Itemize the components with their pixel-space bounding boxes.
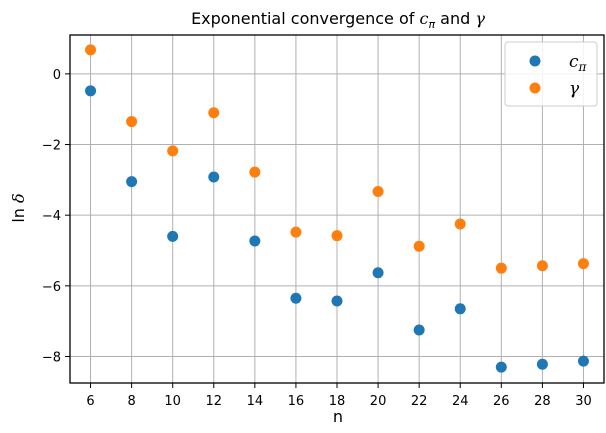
c-pi-data-point <box>208 171 220 183</box>
x-axis-label: n <box>333 407 343 426</box>
chart-title-symbol-c: c <box>419 9 428 28</box>
chart-title-subscript-pi: π <box>428 18 435 31</box>
chart-title-symbol-gamma: γ <box>475 9 485 28</box>
gamma-data-point <box>577 258 589 270</box>
legend-label-c-pi-subscript: π <box>578 60 588 74</box>
gamma-data-point <box>413 240 425 252</box>
x-tick-label: 20 <box>370 394 387 409</box>
legend-label-c-pi-symbol: c <box>569 52 579 72</box>
x-tick-label: 12 <box>205 394 222 409</box>
gamma-data-point <box>331 230 343 242</box>
gamma-data-point <box>249 166 261 178</box>
gamma-data-point <box>126 116 138 128</box>
legend-box <box>504 41 598 107</box>
legend-label-gamma: γ <box>569 79 580 99</box>
x-tick-label: 24 <box>452 394 469 409</box>
y-tick-label: −6 <box>42 280 61 295</box>
gamma-data-point <box>290 226 302 238</box>
gamma-data-point <box>495 262 507 274</box>
c-pi-data-point <box>495 361 507 373</box>
c-pi-data-point <box>249 235 261 247</box>
c-pi-data-point <box>372 267 384 279</box>
y-tick-label: −2 <box>42 139 61 154</box>
gamma-data-point <box>208 107 220 119</box>
y-tick-label: 0 <box>53 68 61 83</box>
y-axis-label-text: ln <box>9 203 28 223</box>
x-tick-label: 8 <box>127 394 135 409</box>
x-tick-label: 10 <box>164 394 181 409</box>
legend-marker-gamma <box>529 82 541 94</box>
legend-marker-c-pi <box>529 55 541 67</box>
x-tick-label: 14 <box>247 394 264 409</box>
chart-title: Exponential convergence of cπ and γ <box>191 9 485 31</box>
gamma-data-point <box>85 44 97 56</box>
x-tick-label: 30 <box>575 394 592 409</box>
y-tick-label: −4 <box>42 209 61 224</box>
x-tick-label: 28 <box>534 394 551 409</box>
c-pi-data-point <box>85 85 97 97</box>
chart-title-text: Exponential convergence of <box>191 9 419 28</box>
c-pi-data-point <box>577 355 589 367</box>
c-pi-data-point <box>454 303 466 315</box>
y-axis-label: ln δ <box>9 193 28 222</box>
axis-ticks: 6 8 10 12 14 16 18 20 22 24 26 28 30 −8 −6 −4 −2 0 <box>42 68 592 409</box>
y-axis-label-symbol: δ <box>9 193 28 203</box>
c-pi-data-point <box>126 176 138 188</box>
c-pi-data-point <box>167 230 179 242</box>
gamma-data-point <box>454 218 466 230</box>
data-points <box>85 44 589 373</box>
legend: cπ γ <box>504 41 598 107</box>
x-tick-label: 26 <box>493 394 510 409</box>
legend-label-gamma-symbol: γ <box>569 79 580 99</box>
gamma-data-point <box>167 145 179 157</box>
c-pi-data-point <box>290 292 302 304</box>
y-tick-label: −8 <box>42 351 61 366</box>
x-tick-label: 16 <box>288 394 305 409</box>
c-pi-data-point <box>331 295 343 307</box>
x-tick-label: 22 <box>411 394 428 409</box>
x-tick-label: 18 <box>329 394 346 409</box>
x-tick-label: 6 <box>86 394 94 409</box>
gamma-data-point <box>372 186 384 198</box>
legend-label-c-pi: cπ <box>569 52 588 74</box>
gamma-data-point <box>536 260 548 272</box>
chart-title-and: and <box>435 9 475 28</box>
c-pi-data-point <box>536 358 548 370</box>
c-pi-data-point <box>413 324 425 336</box>
